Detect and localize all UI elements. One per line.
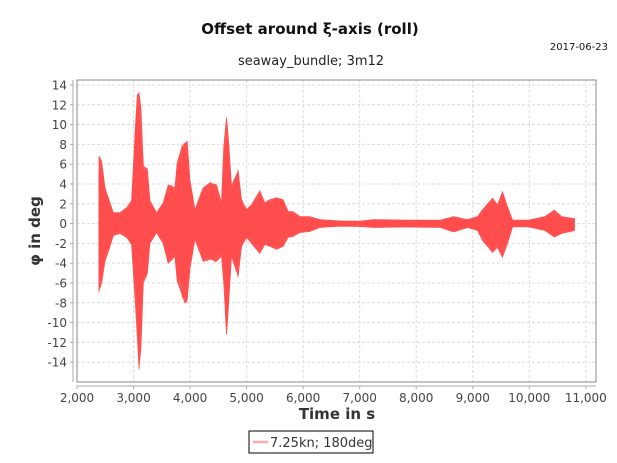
chart-date: 2017-06-23 bbox=[550, 42, 608, 53]
y-tick-label: 6 bbox=[59, 158, 67, 172]
x-axis-label: Time in s bbox=[299, 405, 375, 423]
y-tick-label: -4 bbox=[55, 257, 67, 271]
y-tick-label: 14 bbox=[52, 78, 67, 92]
y-tick-label: 10 bbox=[52, 118, 67, 132]
y-axis-label: φ in deg bbox=[26, 196, 44, 266]
y-tick-label: 8 bbox=[59, 138, 67, 152]
x-axis-ticks: 2,000 3,000 4,000 5,000 6,000 7,000 8,000 9,000… bbox=[60, 386, 607, 405]
plot-area bbox=[98, 91, 575, 370]
x-tick-label: 5,000 bbox=[229, 391, 263, 405]
chart-subtitle: seaway_bundle; 3m12 bbox=[238, 54, 384, 69]
x-tick-label: 9,000 bbox=[456, 391, 490, 405]
y-tick-label: -10 bbox=[47, 316, 67, 330]
x-tick-label: 2,000 bbox=[60, 391, 94, 405]
x-tick-label: 8,000 bbox=[399, 391, 433, 405]
legend-box bbox=[248, 430, 374, 454]
y-tick-label: -2 bbox=[55, 237, 67, 251]
y-tick-label: -14 bbox=[47, 356, 67, 370]
x-tick-label: 4,000 bbox=[173, 391, 207, 405]
y-tick-label: 12 bbox=[52, 98, 67, 112]
y-axis-ticks: -14 -12 -10 -8 -6 -4 -2 0 2 4 6 8 10 12 14 bbox=[47, 78, 73, 370]
chart-title: Offset around ξ-axis (roll) bbox=[201, 20, 418, 38]
plot-frame bbox=[76, 79, 597, 383]
x-tick-label: 3,000 bbox=[116, 391, 150, 405]
x-tick-label: 6,000 bbox=[286, 391, 320, 405]
y-tick-label: 4 bbox=[59, 177, 67, 191]
x-tick-label: 7,000 bbox=[343, 391, 377, 405]
x-tick-label: 11,000 bbox=[565, 391, 607, 405]
y-tick-label: -8 bbox=[55, 296, 67, 310]
legend-label: 7.25kn; 180deg bbox=[270, 436, 373, 451]
y-tick-label: -12 bbox=[47, 336, 67, 350]
x-tick-label: 10,000 bbox=[508, 391, 550, 405]
y-tick-label: -6 bbox=[55, 276, 67, 290]
y-tick-label: 2 bbox=[59, 197, 67, 211]
legend: 7.25kn; 180deg bbox=[248, 430, 374, 454]
y-tick-label: 0 bbox=[59, 217, 67, 231]
